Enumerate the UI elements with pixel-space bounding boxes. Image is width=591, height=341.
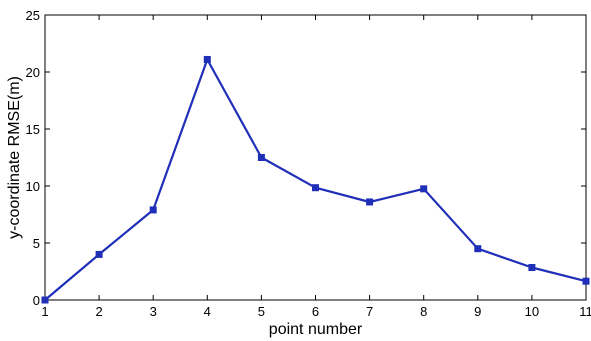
x-tick-label: 10	[525, 304, 539, 319]
x-tick-label: 11	[579, 304, 591, 319]
data-point	[257, 154, 265, 161]
x-tick-label: 3	[150, 304, 157, 319]
x-tick-label: 1	[41, 304, 48, 319]
x-tick-label: 5	[258, 304, 265, 319]
data-point	[420, 185, 428, 193]
data-point	[474, 245, 482, 253]
data-point	[366, 198, 374, 206]
data-point	[582, 277, 590, 285]
y-tick-label: 25	[26, 8, 40, 23]
x-axis-ticks: 1 2 3 4 5 6 7 8 9 10 11	[41, 15, 591, 319]
data-point	[528, 264, 536, 272]
y-tick-label: 20	[26, 65, 40, 80]
x-axis-label: point number	[269, 321, 363, 338]
y-tick-label: 5	[33, 236, 40, 251]
x-tick-label: 4	[204, 304, 211, 319]
data-point	[149, 206, 157, 214]
plot-area	[44, 14, 587, 301]
y-tick-label: 15	[26, 122, 40, 137]
y-tick-label: 10	[26, 179, 40, 194]
y-tick-label: 0	[33, 293, 40, 308]
y-axis-ticks: 0 5 10 15 20 25	[26, 8, 586, 308]
x-tick-label: 2	[95, 304, 102, 319]
y-axis-label: y-coordinate RMSE(m)	[6, 76, 23, 239]
data-point	[41, 296, 49, 304]
data-point	[95, 250, 103, 258]
x-tick-label: 9	[474, 304, 481, 319]
data-points	[41, 55, 590, 304]
x-tick-label: 6	[312, 304, 319, 319]
data-point	[203, 55, 211, 63]
data-point	[312, 184, 319, 192]
x-tick-label: 7	[366, 304, 373, 319]
x-tick-label: 8	[420, 304, 427, 319]
